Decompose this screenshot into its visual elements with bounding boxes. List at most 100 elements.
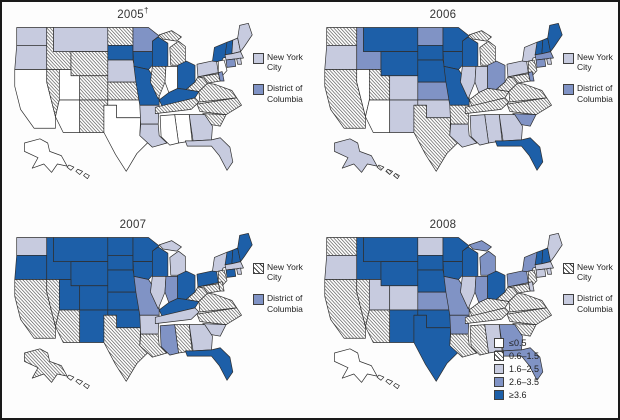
side-legend-2008: New York City District of Columbia	[563, 262, 618, 325]
legend-item-nyc: New York City	[563, 262, 618, 283]
category-legend: ≤0.5 0.6–1.5 1.6–2.5 2.6–3.5 ≥3.6	[494, 338, 539, 403]
state-TN	[464, 307, 510, 324]
state-WI	[152, 36, 169, 67]
dc-category-swatch	[563, 294, 574, 306]
state-KS	[107, 81, 141, 101]
nyc-category-swatch	[563, 263, 574, 274]
panel-2008: 2008 New York City District of Columbia …	[312, 212, 618, 418]
state-MA	[224, 51, 244, 61]
state-IL	[460, 65, 477, 100]
state-CO	[79, 285, 109, 311]
dc-label: District of Columbia	[577, 293, 613, 314]
state-WY	[70, 51, 109, 77]
state-TN	[154, 307, 200, 324]
state-NE	[107, 269, 139, 293]
state-MS	[159, 324, 179, 356]
state-SD	[107, 254, 134, 271]
state-MO	[133, 65, 160, 106]
state-MD	[197, 283, 221, 294]
state-CO	[79, 75, 109, 101]
state-AK	[24, 138, 68, 173]
state-OR	[14, 254, 48, 280]
state-GA	[188, 324, 213, 352]
us-map-2007	[14, 232, 253, 390]
side-legend-2007: New York City District of Columbia	[253, 262, 311, 325]
nyc-category-swatch	[253, 263, 264, 274]
state-MO	[443, 65, 470, 106]
legend-item-nyc: New York City	[253, 52, 311, 72]
state-WY	[70, 261, 109, 287]
state-IA	[442, 51, 465, 70]
state-HI	[376, 164, 400, 180]
state-RI	[236, 57, 242, 65]
us-map-2005	[14, 22, 253, 180]
state-AK	[334, 138, 378, 173]
state-MI	[468, 240, 496, 276]
state-AK	[334, 348, 378, 383]
state-MI	[468, 30, 496, 66]
state-MI	[158, 240, 186, 276]
state-ME	[547, 232, 563, 263]
state-HI	[66, 164, 90, 180]
state-TN	[154, 97, 200, 114]
dc-category-swatch	[563, 84, 574, 96]
cat1-swatch	[494, 351, 504, 361]
state-WI	[152, 246, 169, 277]
legend-item-nyc: New York City	[253, 262, 311, 282]
panel-year: 2005	[117, 8, 145, 21]
state-AK	[24, 348, 68, 383]
state-RI	[546, 57, 552, 65]
state-FL	[494, 347, 544, 381]
state-CT	[535, 268, 547, 278]
state-KS	[417, 291, 451, 311]
nyc-category-swatch	[563, 53, 574, 64]
side-legend-2006: New York City District of Columbia	[563, 52, 618, 115]
nyc-label: New York City	[267, 262, 303, 283]
cat4-label: ≥3.6	[509, 390, 527, 400]
cat3-swatch	[494, 377, 504, 387]
state-AZ	[365, 309, 391, 343]
state-NM	[389, 309, 419, 343]
state-IL	[150, 275, 167, 310]
state-SD	[417, 44, 444, 61]
nyc-label: New York City	[577, 262, 613, 283]
state-MT	[363, 27, 419, 53]
panel-year: 2006	[429, 8, 457, 21]
state-DE	[527, 281, 535, 292]
cat4-swatch	[494, 390, 504, 400]
state-MO	[133, 275, 160, 316]
legend-item-dc: District of Columbia	[253, 293, 311, 314]
cat0-label: ≤0.5	[509, 338, 527, 348]
state-DE	[527, 71, 535, 82]
state-IL	[150, 65, 167, 100]
state-MA	[534, 51, 554, 61]
panel-title-2006: 2006	[312, 6, 574, 21]
state-WA	[16, 27, 48, 46]
legend-item-dc: District of Columbia	[563, 83, 618, 104]
side-legend-2005: New York City District of Columbia	[253, 52, 311, 115]
state-SD	[107, 44, 134, 61]
dc-label: District of Columbia	[577, 83, 613, 104]
state-RI	[236, 267, 242, 275]
state-HI	[66, 374, 90, 390]
state-WI	[462, 246, 479, 277]
state-LA	[449, 123, 478, 148]
state-WI	[462, 36, 479, 67]
state-ND	[417, 27, 444, 46]
state-IA	[442, 261, 465, 280]
state-DE	[217, 71, 225, 82]
us-map-2006	[324, 22, 563, 180]
state-WA	[326, 237, 358, 256]
state-ME	[547, 22, 563, 53]
state-MS	[159, 114, 179, 146]
state-MD	[197, 73, 221, 84]
state-OR	[324, 44, 358, 70]
state-FL	[494, 137, 544, 171]
cat0-swatch	[494, 338, 504, 348]
legend-item-dc: District of Columbia	[563, 293, 618, 314]
dagger-footnote-marker: †	[144, 6, 149, 15]
state-HI	[376, 374, 400, 390]
state-LA	[139, 333, 168, 358]
state-MS	[469, 324, 489, 356]
